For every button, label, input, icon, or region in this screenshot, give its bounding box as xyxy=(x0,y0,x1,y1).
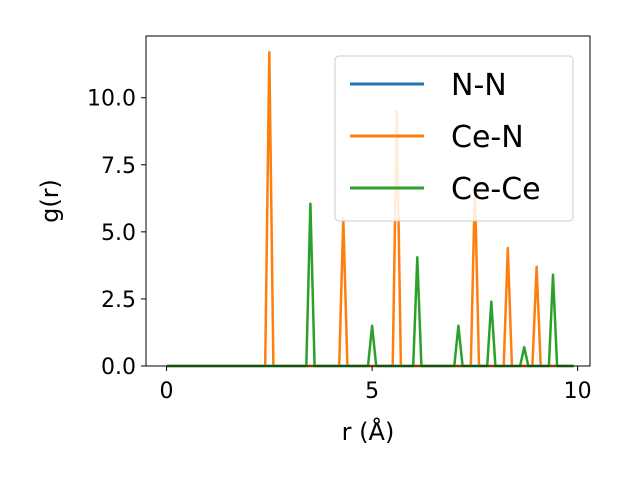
x-tick-label: 5 xyxy=(365,379,379,404)
x-tick-label: 0 xyxy=(160,379,174,404)
legend-label: Ce-N xyxy=(451,120,524,155)
y-tick-label: 2.5 xyxy=(101,288,136,313)
x-axis-label: r (Å) xyxy=(342,417,395,446)
y-tick-label: 0.0 xyxy=(101,355,136,380)
x-axis-ticks: 0 5 10 xyxy=(160,366,592,404)
legend-label: Ce-Ce xyxy=(451,172,541,207)
y-axis-ticks: 0.0 2.5 5.0 7.5 10.0 xyxy=(87,87,146,380)
legend-label: N-N xyxy=(451,68,507,103)
legend: N-N Ce-N Ce-Ce xyxy=(334,55,574,222)
y-tick-label: 5.0 xyxy=(101,221,136,246)
y-tick-label: 7.5 xyxy=(101,154,136,179)
series-line-ce-ce xyxy=(166,202,574,368)
legend-box xyxy=(334,55,574,222)
plot-frame xyxy=(145,35,591,367)
x-tick-label: 10 xyxy=(564,379,592,404)
y-axis-label: g(r) xyxy=(36,179,64,223)
y-tick-label: 10.0 xyxy=(87,87,136,112)
